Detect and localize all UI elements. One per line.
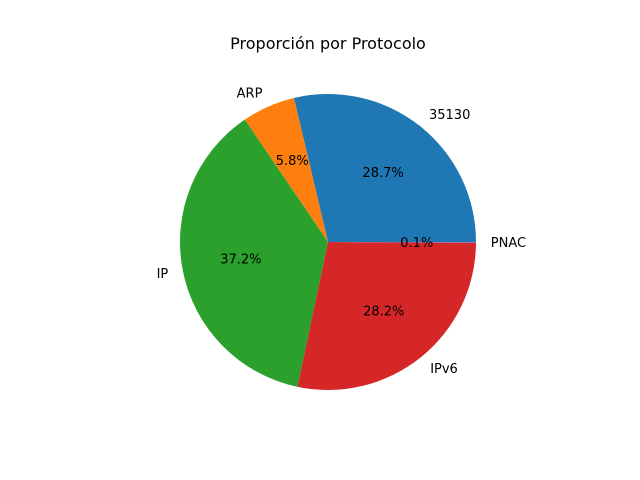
- slice-pct-arp: 5.8%: [276, 154, 309, 169]
- pie-slice-pnac: [328, 242, 477, 243]
- slice-label-35130: 35130: [429, 108, 470, 123]
- pie-slice-arp: [244, 97, 328, 242]
- slice-pct-35130: 28.7%: [362, 166, 403, 181]
- slice-label-pnac: PNAC: [491, 236, 526, 251]
- pie-labels: 35130 28.7% ARP 5.8% IP 37.2% IPv6 28.2% PNAC 0.1…: [157, 87, 527, 378]
- slice-label-ip: IP: [157, 267, 169, 282]
- chart-title: Proporción por Protocolo: [230, 34, 426, 53]
- slice-label-ipv6: IPv6: [430, 362, 458, 377]
- slice-pct-pnac: 0.1%: [400, 236, 433, 251]
- pie-slice-35130: [293, 93, 476, 243]
- slice-pct-ip: 37.2%: [220, 253, 261, 268]
- pie-slice-ip: [179, 119, 328, 387]
- slice-pct-ipv6: 28.2%: [363, 305, 404, 320]
- slice-label-arp: ARP: [237, 87, 263, 102]
- pie-slices: [179, 93, 477, 391]
- pie-slice-ipv6: [297, 242, 476, 391]
